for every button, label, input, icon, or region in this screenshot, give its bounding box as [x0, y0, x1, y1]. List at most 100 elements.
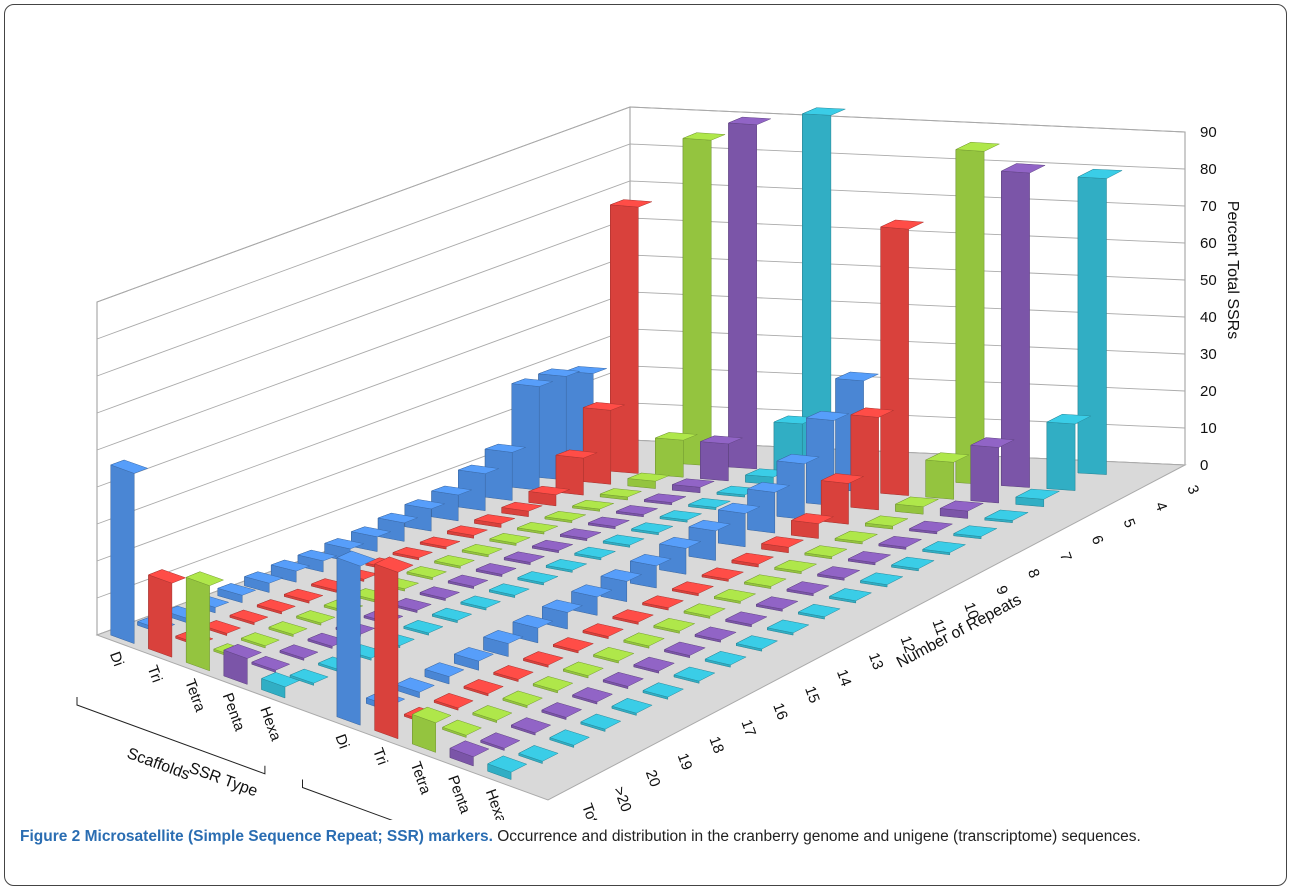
bar-scaffolds-penta-11	[531, 539, 574, 553]
bar-scaffolds-tri-total	[147, 569, 187, 658]
bar-transcriptome-penta-14	[694, 626, 737, 643]
bar-transcriptome-hexa-11	[828, 588, 873, 604]
bar-transcriptome-tri-6	[849, 407, 895, 511]
bar-transcriptome-tetra-14	[653, 617, 696, 634]
bar-transcriptome-penta-20	[510, 717, 552, 736]
bar-scaffolds-penta-gt20	[251, 655, 291, 673]
z-tick-label: 0	[1200, 457, 1208, 474]
bar-chart-3d: 0 10 20 30 40 50 60 70 80 90 Percent Total SSRs 345…	[76, 106, 1241, 820]
bar-transcriptome-hexa-10	[859, 572, 904, 588]
bar-transcriptome-di-11	[658, 536, 702, 575]
bar-transcriptome-tri-12	[671, 581, 715, 597]
bar-transcriptome-di-10	[688, 519, 732, 561]
bar-transcriptome-penta-19	[541, 702, 583, 720]
bar-transcriptome-tri-14	[612, 609, 655, 625]
bar-transcriptome-tri-16	[552, 637, 595, 654]
bar-transcriptome-penta-7	[908, 520, 954, 535]
bar-transcriptome-di-5	[835, 371, 879, 493]
bar-transcriptome-tri-10	[731, 552, 775, 568]
bar-transcriptome-penta-17	[602, 671, 645, 690]
gridline	[96, 106, 1186, 303]
bar-transcriptome-penta-total	[449, 740, 490, 767]
bar-scaffolds-hexa-17	[403, 619, 444, 636]
bar-scaffolds-penta-4	[728, 116, 771, 470]
bar-scaffolds-penta-9	[587, 516, 631, 530]
bar-scaffolds-penta-10	[559, 528, 602, 541]
bar-transcriptome-tri-total	[374, 556, 414, 740]
z-tick-label: 40	[1200, 309, 1217, 326]
bar-scaffolds-di-total	[110, 459, 149, 644]
y-tick-label: 7	[1056, 550, 1075, 564]
bar-scaffolds-tetra-10	[516, 521, 559, 535]
bar-scaffolds-tetra-14	[406, 566, 448, 581]
y-tick-label: 13	[865, 650, 887, 671]
group-bracket	[302, 779, 393, 820]
bar-transcriptome-tri-19	[463, 679, 504, 697]
bar-transcriptome-tetra-7	[864, 515, 909, 530]
bar-scaffolds-tetra-8	[571, 499, 614, 512]
bar-scaffolds-penta-6	[672, 478, 715, 494]
bar-transcriptome-penta-9	[847, 550, 892, 566]
bar-scaffolds-penta-13	[475, 563, 517, 577]
bar-transcriptome-tri-11	[701, 567, 745, 582]
group-bracket	[76, 697, 266, 775]
bar-scaffolds-hexa-12	[545, 558, 588, 573]
bar-scaffolds-tetra-19	[268, 621, 308, 637]
bar-transcriptome-hexa-14	[735, 635, 779, 652]
bar-transcriptome-tetra-16	[592, 646, 635, 664]
gridline	[96, 180, 1186, 377]
bar-scaffolds-hexa-11	[573, 546, 617, 561]
bar-transcriptome-hexa-17	[642, 682, 685, 700]
z-tick-label: 60	[1200, 235, 1217, 252]
bar-transcriptome-tetra-13	[683, 603, 726, 619]
bar-transcriptome-hexa-12	[797, 603, 841, 620]
bar-transcriptome-di-7	[776, 453, 821, 520]
bar-scaffolds-hexa-gt20	[289, 668, 329, 686]
x-tick-label: Tri	[369, 746, 391, 768]
bar-transcriptome-penta-11	[786, 581, 830, 597]
bar-scaffolds-hexa-total	[260, 672, 300, 699]
bar-transcriptome-tri-9	[760, 536, 805, 554]
bar-transcriptome-di-17	[482, 629, 524, 657]
bar-transcriptome-penta-5	[969, 437, 1016, 504]
bar-transcriptome-tri-8	[790, 513, 835, 539]
bar-scaffolds-tetra-20	[240, 632, 280, 649]
bar-scaffolds-di-9	[458, 464, 499, 511]
y-tick-label: Total	[578, 801, 605, 820]
bar-transcriptome-hexa-16	[673, 666, 716, 684]
bar-scaffolds-hexa-14	[488, 583, 531, 598]
bar-transcriptome-hexa-18	[611, 697, 653, 716]
bar-transcriptome-hexa-total	[487, 755, 528, 780]
bar-transcriptome-penta-13	[724, 611, 768, 628]
bar-transcriptome-hexa-gt20	[518, 744, 559, 764]
z-tick-label: 20	[1200, 383, 1217, 400]
y-tick-label: 8	[1024, 567, 1043, 581]
bar-transcriptome-tri-20	[433, 692, 474, 711]
bar-transcriptome-tetra-8	[834, 530, 879, 545]
bar-transcriptome-hexa-7	[952, 525, 998, 540]
bar-transcriptome-di-15	[541, 599, 584, 630]
bar-transcriptome-tetra-18	[532, 676, 574, 694]
x-tick-label: Penta	[444, 773, 474, 816]
y-tick-label: 20	[642, 768, 664, 789]
bar-scaffolds-tri-9	[500, 501, 544, 517]
bar-transcriptome-penta-gt20	[480, 732, 521, 751]
bar-transcriptome-di-14	[570, 584, 613, 616]
bar-scaffolds-hexa-15	[460, 595, 502, 611]
y-tick-label: 19	[674, 751, 696, 772]
bar-transcriptome-tetra-10	[773, 559, 818, 574]
bar-transcriptome-tetra-5	[924, 452, 970, 500]
bar-transcriptome-tetra-15	[623, 632, 665, 649]
bar-scaffolds-tetra-11	[488, 532, 532, 546]
bar-transcriptome-hexa-20	[549, 729, 591, 748]
bar-scaffolds-penta-5	[700, 435, 743, 482]
x-tick-label: Hexa	[256, 704, 284, 743]
bar-scaffolds-tri-7	[555, 449, 598, 496]
bar-transcriptome-penta-12	[755, 596, 799, 612]
y-tick-label: 16	[769, 701, 791, 722]
bar-scaffolds-tri-18	[256, 599, 297, 615]
bar-transcriptome-tetra-17	[562, 661, 605, 679]
x-tick-label: Di	[332, 732, 353, 751]
bar-scaffolds-di-15	[297, 549, 338, 573]
bar-transcriptome-hexa-6	[983, 509, 1029, 523]
